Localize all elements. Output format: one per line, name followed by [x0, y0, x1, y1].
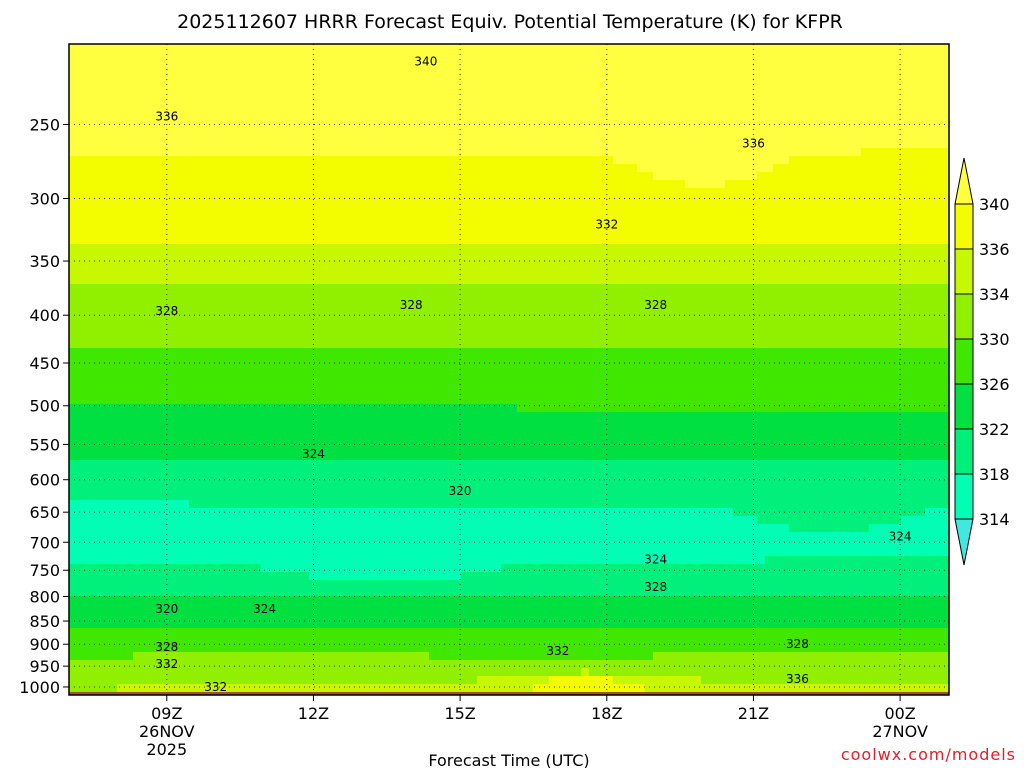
contour-label: 328 — [644, 298, 667, 312]
x-axis-label: Forecast Time (UTC) — [428, 751, 589, 768]
contour-label: 336 — [155, 109, 178, 123]
y-tick-label: 1000 — [19, 678, 60, 697]
contour-label: 328 — [400, 298, 423, 312]
x-tick-label: 12Z — [298, 704, 329, 723]
y-tick-label: 350 — [29, 252, 60, 271]
colorbar-label: 314 — [979, 510, 1010, 529]
x-tick-label: 15Z — [444, 704, 475, 723]
contour-label: 336 — [786, 672, 809, 686]
y-axis: 250 300 350 400 450 500 550 600 650 700 750 800 850 9… — [19, 116, 69, 697]
y-tick-label: 300 — [29, 189, 60, 208]
grid — [69, 44, 949, 695]
colorbar-extend-low — [954, 518, 974, 566]
surface-terrain — [69, 691, 949, 695]
contour-label: 336 — [742, 137, 765, 151]
contour-label: 328 — [786, 637, 809, 651]
contour-label: 340 — [414, 54, 437, 68]
y-tick-label: 400 — [29, 306, 60, 325]
y-tick-label: 600 — [29, 471, 60, 490]
x-tick-label: 00Z — [884, 704, 915, 723]
x-tick-label: 21Z — [738, 704, 769, 723]
contour-label: 328 — [155, 640, 178, 654]
colorbar-segment — [954, 473, 974, 520]
chart-title: 2025112607 HRRR Forecast Equiv. Potentia… — [177, 11, 843, 33]
colorbar-label: 336 — [979, 240, 1010, 259]
y-tick-label: 900 — [29, 635, 60, 654]
colorbar-segment — [954, 203, 974, 250]
x-tick-year: 2025 — [146, 740, 187, 759]
colorbar-segment — [954, 428, 974, 475]
credit-text: coolwx.com/models — [841, 745, 1016, 764]
y-tick-label: 800 — [29, 587, 60, 606]
colorbar-segment — [954, 383, 974, 430]
contour-label: 332 — [546, 644, 569, 658]
contour-label: 324 — [253, 602, 276, 616]
colorbar-label: 326 — [979, 375, 1010, 394]
y-tick-label: 850 — [29, 612, 60, 631]
y-tick-label: 250 — [29, 116, 60, 135]
contour-label: 332 — [204, 680, 227, 694]
theta-e-field — [69, 44, 949, 695]
colorbar-label: 322 — [979, 420, 1010, 439]
y-tick-label: 450 — [29, 354, 60, 373]
y-tick-label: 550 — [29, 435, 60, 454]
colorbar-label: 330 — [979, 330, 1010, 349]
contour-label: 328 — [644, 580, 667, 594]
x-tick-date: 27NOV — [872, 722, 928, 741]
colorbar-label: 340 — [979, 195, 1010, 214]
contour-label: 332 — [155, 657, 178, 671]
contour-label: 324 — [302, 447, 325, 461]
y-tick-label: 950 — [29, 657, 60, 676]
y-tick-label: 650 — [29, 503, 60, 522]
contour-label: 324 — [889, 529, 912, 543]
colorbar-segment — [954, 293, 974, 340]
colorbar-extend-high — [954, 157, 974, 205]
colorbar-segment — [954, 248, 974, 295]
x-tick-label: 18Z — [591, 704, 622, 723]
contour-labels: 340 336 336 332 328 328 328 324 320 324 324 328 320 3… — [155, 54, 911, 694]
contour-label: 320 — [155, 602, 178, 616]
plot-frame — [68, 43, 950, 696]
x-tick-date: 26NOV — [139, 722, 195, 741]
colorbar-segment — [954, 338, 974, 385]
x-tick-label: 09Z — [151, 704, 182, 723]
colorbar: 314 318 322 326 330 334 336 340 — [954, 157, 1010, 566]
colorbar-label: 318 — [979, 465, 1010, 484]
y-tick-label: 750 — [29, 561, 60, 580]
contour-label: 320 — [449, 484, 472, 498]
plot-area: 340 336 336 332 328 328 328 324 320 324 324 328 320 3… — [68, 43, 950, 696]
contour-label: 332 — [595, 218, 618, 232]
colorbar-label: 334 — [979, 285, 1010, 304]
y-tick-label: 700 — [29, 533, 60, 552]
y-tick-label: 500 — [29, 397, 60, 416]
contour-label: 328 — [155, 304, 178, 318]
contour-label: 324 — [644, 552, 667, 566]
